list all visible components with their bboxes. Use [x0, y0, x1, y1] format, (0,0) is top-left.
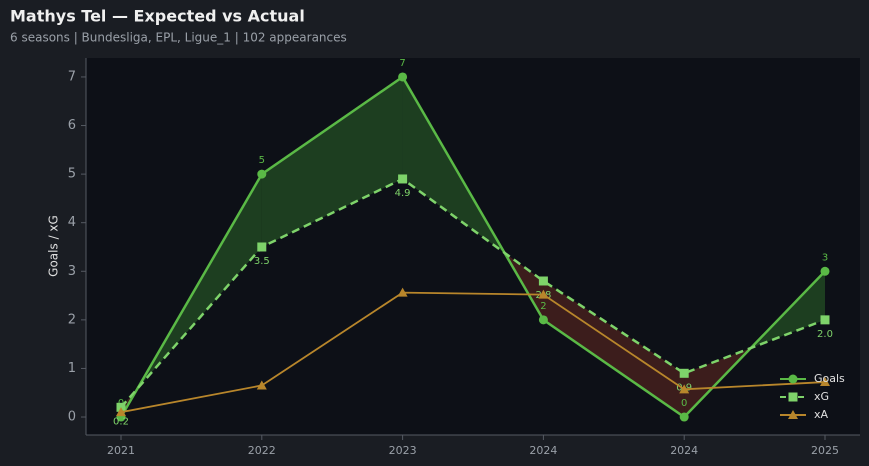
chart-subtitle: 6 seasons | Bundesliga, EPL, Ligue_1 | 1… [10, 31, 347, 45]
series-line [120, 291, 826, 414]
point [679, 412, 689, 422]
point [820, 377, 830, 387]
data-label: 4.9 [395, 188, 411, 199]
point [397, 287, 408, 297]
y-tick-label: 2 [68, 312, 76, 327]
legend-label: Goals [814, 372, 845, 385]
series-line [119, 75, 826, 419]
point [538, 315, 548, 325]
y-axis-label: Goals / xG [47, 215, 61, 277]
point [679, 384, 690, 394]
data-label: 3.5 [254, 256, 270, 267]
legend-marker [788, 374, 798, 384]
y-tick-label: 7 [68, 69, 76, 84]
legend-label: xG [814, 390, 829, 403]
x-tick-label: 2023 [389, 444, 417, 457]
point [679, 368, 689, 378]
point [256, 380, 267, 390]
x-tick-label: 2024 [670, 444, 698, 457]
legend-marker [788, 392, 798, 402]
data-label: 0 [681, 398, 687, 409]
plot-area [86, 58, 860, 435]
y-tick-label: 1 [68, 361, 76, 376]
y-tick-label: 0 [68, 410, 76, 425]
point [820, 266, 830, 276]
data-label: 3 [822, 252, 828, 263]
point [820, 315, 830, 325]
legend-label: xA [814, 408, 829, 421]
x-tick-label: 2025 [811, 444, 839, 457]
chart-title: Mathys Tel — Expected vs Actual [10, 7, 305, 26]
x-tick-label: 2021 [107, 444, 135, 457]
data-label: 5 [259, 155, 265, 166]
fill-between [543, 280, 685, 418]
y-tick-label: 5 [68, 167, 76, 182]
y-tick-label: 6 [68, 118, 76, 133]
data-label: 2.0 [817, 329, 833, 340]
point [257, 242, 267, 252]
point [116, 407, 126, 417]
data-label: 2 [540, 301, 546, 312]
point [538, 276, 548, 286]
y-tick-label: 3 [68, 264, 76, 279]
y-tick-label: 4 [68, 215, 76, 230]
point [398, 72, 408, 82]
fill-between [261, 76, 403, 247]
data-label: 0.2 [113, 416, 129, 427]
series-line [120, 177, 826, 409]
legend-marker [788, 410, 798, 419]
point [398, 174, 408, 184]
point [538, 289, 549, 299]
x-tick-label: 2022 [248, 444, 276, 457]
data-label: 7 [399, 58, 405, 69]
x-tick-label: 2024 [529, 444, 557, 457]
point [257, 169, 267, 179]
